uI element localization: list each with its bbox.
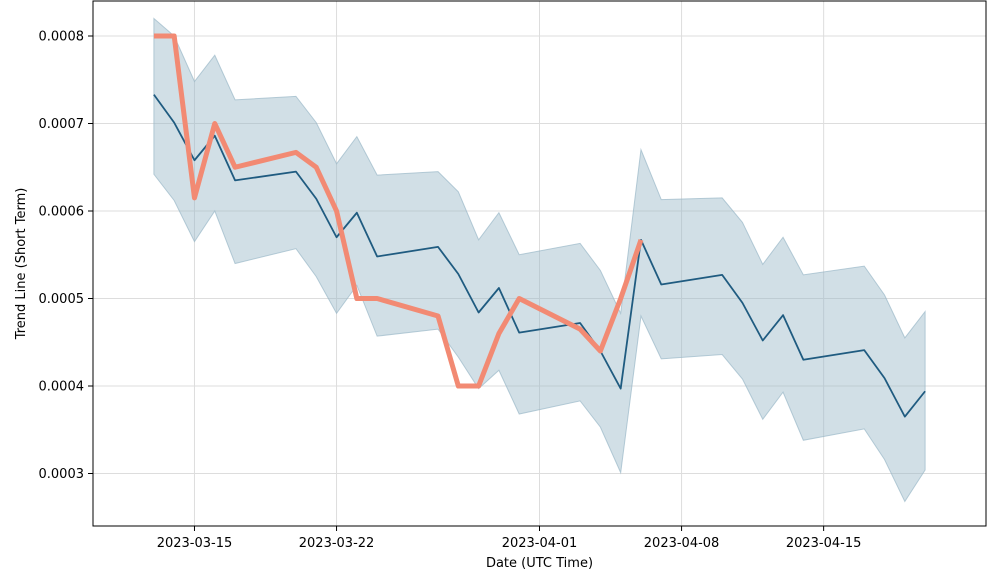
price-line-layer (153, 33, 644, 389)
grid-layer (93, 1, 986, 526)
y-tick-label: 0.0008 (39, 30, 85, 45)
x-tick-label: 2023-04-15 (786, 536, 862, 551)
y-tick-label: 0.0003 (39, 467, 85, 482)
x-axis-label: Date (UTC Time) (486, 556, 593, 570)
confidence-band-layer (153, 17, 926, 503)
x-tick-label: 2023-03-15 (157, 536, 233, 551)
y-axis-label: Trend Line (Short Term) (14, 188, 29, 341)
y-tick-label: 0.0006 (39, 205, 85, 220)
y-tick-label: 0.0005 (39, 292, 85, 307)
y-tick-label: 0.0007 (39, 117, 85, 132)
y-axis-ticks: 0.0003 0.0004 0.0005 0.0006 0.0007 0.0008 (39, 30, 93, 482)
trend-line-layer (153, 94, 926, 418)
x-axis-ticks: 2023-03-15 2023-03-22 2023-04-01 2023-04-08… (157, 526, 862, 551)
confidence-band (153, 17, 926, 503)
x-tick-label: 2023-03-22 (299, 536, 375, 551)
price-line (153, 33, 644, 389)
y-tick-label: 0.0004 (39, 380, 85, 395)
x-tick-label: 2023-04-01 (502, 536, 578, 551)
x-tick-label: 2023-04-08 (644, 536, 720, 551)
trend-line (153, 94, 926, 418)
